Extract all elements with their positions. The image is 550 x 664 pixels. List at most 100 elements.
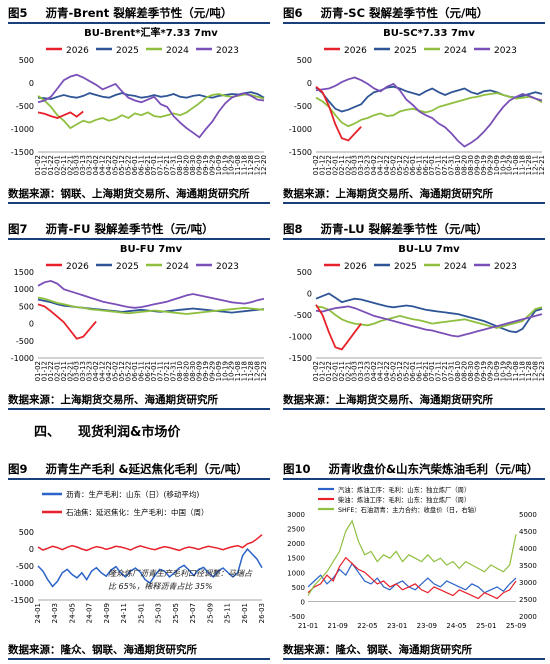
series-line-2 <box>307 519 517 596</box>
figure-8-chart: BU-LU 7mv 2026 2025 2024 2023 500 0 -500 -1000 -1… <box>289 244 546 381</box>
x-tick-label: 06-21 <box>422 155 430 175</box>
series-line-1 <box>307 556 517 600</box>
y-tick-left: 500 <box>292 584 305 592</box>
x-tick-label: 07-21 <box>441 155 449 175</box>
series-line-2025 <box>315 292 543 334</box>
x-tick-label: 12-21 <box>538 155 546 175</box>
series-line-2023 <box>315 305 543 338</box>
x-tick-label: 12-11 <box>532 155 540 175</box>
figure-10-chart: 汽油：炼油工序：毛利：山东：独立炼厂（周）柴油：炼油工序：毛利：山东：独立炼厂（… <box>287 485 537 630</box>
annotation-text: 隆众炼厂沥青生产毛利口径调整：马瑞占 <box>108 569 253 578</box>
x-tick-label: 09-09 <box>473 361 481 381</box>
x-tick-label: 05-02 <box>111 155 119 175</box>
x-tick-label: 08-30 <box>467 155 475 175</box>
x-tick-label: 07-11 <box>435 155 443 175</box>
x-tick-label: 21-09 <box>328 622 348 630</box>
y-tick-label: 0 <box>29 545 34 554</box>
x-tick-label: 11-28 <box>247 155 255 175</box>
x-tick-label: 12-10 <box>254 155 262 175</box>
y-tick-right: 4000 <box>519 545 537 553</box>
x-tick-label: 08-20 <box>183 155 191 175</box>
x-tick-label: 08-20 <box>461 361 469 381</box>
x-tick-label: 01-02 <box>34 155 42 175</box>
legend-label: 沥青：生产毛利：山东（日）(移动平均) <box>66 489 199 499</box>
series-line-2026 <box>315 86 362 142</box>
series-line-2026 <box>37 303 97 340</box>
x-tick-label: 25-01 <box>137 603 145 623</box>
x-tick-label: 04-02 <box>370 155 378 175</box>
x-tick-label: 11-18 <box>519 155 527 175</box>
x-tick-label: 03-23 <box>364 361 372 381</box>
x-tick-label: 25-07 <box>189 603 197 623</box>
figure-6-source: 数据来源：上海期货交易所、海通期货研究所 <box>283 188 493 200</box>
x-tick-label: 12-08 <box>532 361 540 381</box>
y-tick-label: -1000 <box>11 354 34 363</box>
x-tick-label: 23-01 <box>387 622 407 630</box>
y-tick-label: -1000 <box>11 579 34 588</box>
series-line-2023 <box>37 73 265 139</box>
x-tick-label: 04-12 <box>377 361 385 381</box>
x-tick-label: 05-02 <box>111 361 119 381</box>
x-tick-label: 04-02 <box>92 361 100 381</box>
legend-label: 2024 <box>444 262 467 272</box>
x-tick-label: 07-31 <box>448 361 456 381</box>
figure-5-source: 数据来源：钢联、上海期货交易所、海通期货研究所 <box>8 188 250 200</box>
legend-label: 2024 <box>166 46 189 56</box>
x-tick-label: 07-11 <box>435 361 443 381</box>
figure-10-source: 数据来源：隆众、钢联、海通期货研究所 <box>283 644 472 656</box>
x-tick-label: 02-01 <box>331 155 339 175</box>
figure-9-chart: 沥青：生产毛利：山东（日）(移动平均) 石油焦：延迟焦化：生产毛利：中国（周） 50… <box>11 489 266 623</box>
x-tick-label: 06-21 <box>422 361 430 381</box>
x-tick-label: 24-05 <box>446 622 466 630</box>
x-tick-label: 09-09 <box>473 155 481 175</box>
x-tick-label: 08-10 <box>454 155 462 175</box>
x-tick-label: 10-19 <box>499 361 507 381</box>
x-tick-label: 07-31 <box>170 155 178 175</box>
x-tick-label: 04-02 <box>92 155 100 175</box>
y-tick-right: 2000 <box>519 613 537 621</box>
y-tick-left: 1500 <box>287 555 305 563</box>
legend-label: 2025 <box>116 262 139 272</box>
y-tick-label: -1500 <box>11 148 34 157</box>
x-tick-label: 05-12 <box>396 155 404 175</box>
y-tick-right: 3000 <box>519 579 537 587</box>
x-tick-label: 24-05 <box>68 603 76 623</box>
y-tick-label: 500 <box>297 56 312 65</box>
x-tick-label: 07-11 <box>157 155 165 175</box>
x-tick-label: 03-13 <box>357 361 365 381</box>
series-line-2026 <box>37 110 84 119</box>
x-tick-label: 06-01 <box>409 155 417 175</box>
x-tick-label: 05-12 <box>396 361 404 381</box>
x-tick-label: 24-01 <box>34 603 42 623</box>
series-line-2024 <box>315 92 543 128</box>
y-tick-right: 4500 <box>519 528 537 536</box>
x-tick-label: 05-12 <box>118 361 126 381</box>
y-tick-label: -1500 <box>289 148 312 157</box>
y-tick-label: -1500 <box>11 596 34 605</box>
x-tick-label: 04-02 <box>370 361 378 381</box>
x-tick-label: 26-01 <box>241 603 249 623</box>
x-tick-label: 04-22 <box>383 361 391 381</box>
x-tick-label: 23-09 <box>417 622 437 630</box>
x-tick-label: 08-30 <box>189 361 197 381</box>
x-tick-label: 11-08 <box>512 155 520 175</box>
x-tick-label: 06-01 <box>131 361 139 381</box>
series-line-2025 <box>315 85 543 113</box>
divider <box>8 202 270 204</box>
legend-label: 2026 <box>344 262 367 272</box>
y-tick-label: 0 <box>307 290 312 299</box>
x-tick-label: 05-22 <box>402 361 410 381</box>
y-tick-label: -500 <box>16 337 34 346</box>
y-tick-label: 1500 <box>14 268 34 277</box>
legend-label: SHFE：石油沥青：主力合约：收盘价（日，右轴） <box>338 505 480 514</box>
x-tick-label: 09-09 <box>195 155 203 175</box>
legend-label: 2024 <box>444 46 467 56</box>
y-tick-label: -500 <box>16 562 34 571</box>
x-tick-label: 05-22 <box>402 155 410 175</box>
chart-title: BU-FU 7mv <box>120 244 183 255</box>
x-tick-label: 02-01 <box>53 361 61 381</box>
series-line-2023 <box>315 76 543 148</box>
y-tick-right: 2500 <box>519 596 537 604</box>
x-tick-label: 04-22 <box>105 155 113 175</box>
x-tick-label: 11-08 <box>512 361 520 381</box>
